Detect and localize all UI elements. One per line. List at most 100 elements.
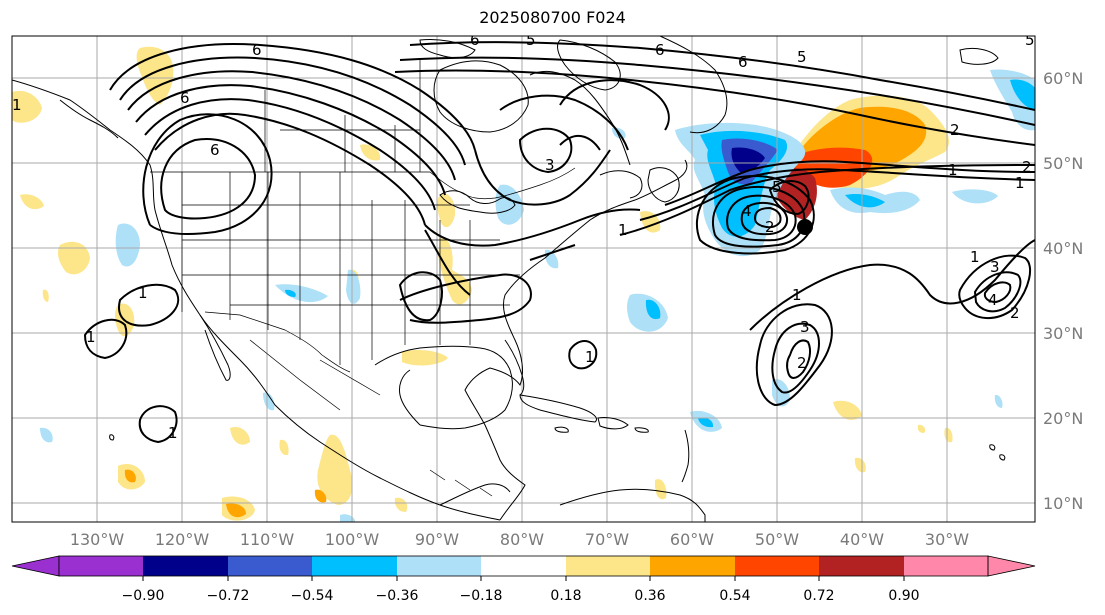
contour-line <box>138 405 178 444</box>
contour-line <box>958 254 1032 319</box>
contour-label: 2 <box>950 121 960 139</box>
anomaly-area <box>346 269 361 304</box>
contour-line <box>127 70 456 181</box>
contour-label: 3 <box>545 156 555 174</box>
contour-label: 5 <box>772 178 782 196</box>
longitude-label: 30°W <box>925 530 969 549</box>
contour-label: 5 <box>797 48 807 66</box>
contour-label: 2 <box>1010 304 1020 322</box>
contour-line <box>144 98 436 211</box>
longitude-labels: 130°W 120°W 110°W 100°W 90°W 80°W 70°W 6… <box>70 530 969 549</box>
colorbar-tick-label: 0.90 <box>888 588 919 604</box>
contour-label: 3 <box>800 318 810 336</box>
contour-label: 4 <box>988 291 998 309</box>
latitude-labels: 60°N 50°N 40°N 30°N 20°N 10°N <box>1043 69 1083 513</box>
yucatan-coast <box>399 369 421 426</box>
gulf-of-st-lawrence <box>599 170 643 199</box>
latitude-label: 10°N <box>1043 494 1083 513</box>
contour-line <box>785 339 812 379</box>
contour-label: 1 <box>792 286 802 304</box>
cape-verde-islands <box>989 444 1006 461</box>
latitude-label: 20°N <box>1043 409 1083 428</box>
contour-line <box>424 208 641 247</box>
colorbar-extend-high <box>987 555 1036 577</box>
contour-label: 1 <box>168 424 178 442</box>
map-plot-area: 6 6 6 5 6 5 6 1 6 3 5 2 2 1 1 1 1 1 4 5 … <box>12 31 1035 522</box>
longitude-label: 80°W <box>500 530 544 549</box>
contour-line <box>135 84 446 196</box>
contour-label: 1 <box>86 328 96 346</box>
province-lines <box>264 60 421 172</box>
baffin-island <box>557 39 621 91</box>
contour-label: 6 <box>180 89 190 107</box>
puerto-rico <box>634 427 649 433</box>
contour-line <box>518 127 573 174</box>
us-canada-border <box>150 167 576 200</box>
contour-labels: 6 6 6 5 6 5 6 1 6 3 5 2 2 1 1 1 1 1 4 5 … <box>12 31 1035 442</box>
contour-line <box>118 283 180 327</box>
caribbean-islands <box>681 429 690 483</box>
greenland-coast <box>659 36 728 134</box>
anomaly-area <box>698 417 714 428</box>
colorbar-segment <box>143 556 228 576</box>
cuba <box>519 394 597 423</box>
anomaly-area <box>944 427 953 443</box>
contour-label: 3 <box>990 258 1000 276</box>
contour-line <box>983 281 1012 304</box>
contour-label: 1 <box>138 284 148 302</box>
colorbar-segment <box>312 556 397 576</box>
anomaly-area <box>654 479 667 500</box>
anomaly-area <box>845 193 885 208</box>
contour-label: 4 <box>742 202 752 220</box>
anomaly-area <box>627 293 668 332</box>
colorbar-tick-label: 0.72 <box>803 588 834 604</box>
contour-line <box>142 113 273 235</box>
contour-line <box>499 94 629 151</box>
anomaly-area <box>230 426 250 445</box>
anomaly-area <box>645 299 661 320</box>
colorbar-segment <box>228 556 312 576</box>
latitude-label: 60°N <box>1043 69 1083 88</box>
contour-label: 5 <box>526 31 536 49</box>
anomaly-area <box>360 144 381 161</box>
mexico-states <box>249 339 381 411</box>
colorbar: −0.90 −0.72 −0.54 −0.36 −0.18 0.18 0.36 … <box>11 555 1036 604</box>
colorbar-tick-label: 0.36 <box>634 588 665 604</box>
longitude-label: 70°W <box>585 530 629 549</box>
alaska-panhandle <box>59 99 119 139</box>
anomaly-area <box>136 46 174 105</box>
contour-line <box>424 229 471 296</box>
latitude-label: 30°N <box>1043 324 1083 343</box>
contour-label: 1 <box>948 161 958 179</box>
newfoundland <box>647 167 680 203</box>
latitude-label: 40°N <box>1043 239 1083 258</box>
contour-line <box>740 201 789 236</box>
height-contours <box>83 41 1035 444</box>
longitude-label: 120°W <box>155 530 210 549</box>
anomaly-area <box>731 147 765 173</box>
hudson-bay <box>433 60 529 133</box>
contour-line <box>639 168 1035 221</box>
contour-label: 6 <box>252 41 262 59</box>
contour-label: 1 <box>970 248 980 266</box>
contour-line <box>409 41 1035 111</box>
longitude-label: 50°W <box>755 530 799 549</box>
gulf-of-mexico-coast <box>374 345 513 430</box>
anomaly-area <box>340 514 356 522</box>
contour-line <box>559 135 601 151</box>
longitude-label: 100°W <box>325 530 380 549</box>
longitude-label: 60°W <box>670 530 714 549</box>
anomaly-area <box>394 497 408 512</box>
us-mexico-border <box>204 311 351 373</box>
contour-line <box>399 273 532 324</box>
anomaly-area <box>115 223 140 267</box>
colorbar-tick-label: −0.72 <box>207 588 250 604</box>
contour-line <box>619 164 1035 236</box>
contour-label: 1 <box>618 221 628 239</box>
positive-anomaly-shading <box>12 46 953 521</box>
contour-label: 6 <box>738 53 748 71</box>
colorbar-segment <box>650 556 735 576</box>
colorbar-tick-label: −0.90 <box>122 588 165 604</box>
contour-line <box>973 271 1022 313</box>
